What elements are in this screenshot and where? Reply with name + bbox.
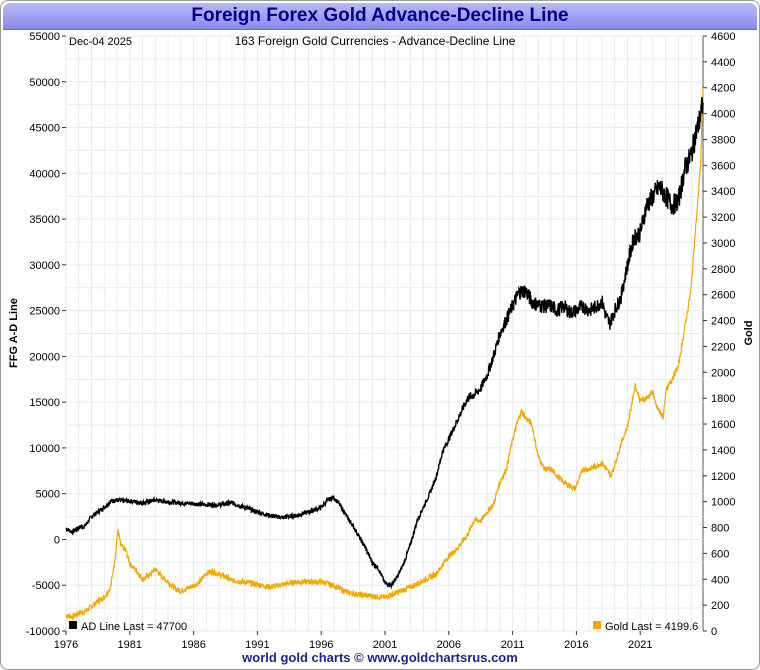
x-tick-label: 1991 bbox=[245, 639, 269, 651]
right-tick-label: 4000 bbox=[711, 109, 735, 121]
left-tick-label: 20000 bbox=[29, 351, 60, 363]
left-axis-label: FFG A-D Line bbox=[8, 298, 20, 368]
footer-credit: world gold charts © www.goldchartsrus.co… bbox=[242, 650, 518, 665]
left-tick-label: 50000 bbox=[29, 77, 60, 89]
right-tick-label: 3200 bbox=[711, 212, 735, 224]
x-tick-label: 2011 bbox=[501, 639, 525, 651]
left-tick-label: 35000 bbox=[29, 214, 60, 226]
x-tick-label: 2021 bbox=[628, 639, 652, 651]
chart-title: Foreign Forex Gold Advance-Decline Line bbox=[191, 5, 569, 26]
left-tick-label: 15000 bbox=[29, 397, 60, 409]
left-tick-label: -10000 bbox=[26, 626, 60, 638]
ad-line-legend-swatch bbox=[69, 621, 77, 629]
ad-line-series-line bbox=[65, 96, 704, 590]
date-label: Dec-04 2025 bbox=[69, 36, 132, 48]
right-tick-label: 4600 bbox=[711, 31, 735, 43]
right-tick-label: 4400 bbox=[711, 57, 735, 69]
left-tick-label: 25000 bbox=[29, 306, 60, 318]
x-tick-label: 2001 bbox=[373, 639, 397, 651]
right-tick-label: 600 bbox=[711, 548, 729, 560]
left-tick-label: 0 bbox=[54, 534, 60, 546]
ad-line-legend: AD Line Last = 47700 bbox=[81, 621, 187, 633]
left-tick-label: 55000 bbox=[29, 31, 60, 43]
right-tick-label: 3800 bbox=[711, 134, 735, 146]
x-tick-label: 1976 bbox=[54, 639, 78, 651]
left-tick-label: 30000 bbox=[29, 260, 60, 272]
right-tick-label: 2600 bbox=[711, 290, 735, 302]
right-tick-label: 4200 bbox=[711, 83, 735, 95]
right-tick-label: 1600 bbox=[711, 419, 735, 431]
left-tick-label: 45000 bbox=[29, 123, 60, 135]
gold-legend-swatch bbox=[593, 621, 601, 629]
x-tick-label: 1986 bbox=[181, 639, 205, 651]
left-tick-label: 10000 bbox=[29, 443, 60, 455]
right-tick-label: 1400 bbox=[711, 445, 735, 457]
right-tick-label: 400 bbox=[711, 574, 729, 586]
right-axis-label: Gold bbox=[743, 320, 755, 345]
x-tick-label: 1996 bbox=[309, 639, 333, 651]
right-tick-label: 1200 bbox=[711, 471, 735, 483]
right-tick-label: 2400 bbox=[711, 316, 735, 328]
left-tick-label: -5000 bbox=[32, 580, 60, 592]
left-tick-label: 40000 bbox=[29, 168, 60, 180]
gold-legend: Gold Last = 4199.6 bbox=[605, 621, 698, 633]
right-tick-label: 3000 bbox=[711, 238, 735, 250]
right-axis: 0 200 400 600 800 1000 1200 1400 1600 1800 2000 220… bbox=[703, 31, 735, 638]
left-tick-label: 5000 bbox=[36, 489, 60, 501]
right-tick-label: 3400 bbox=[711, 186, 735, 198]
right-tick-label: 200 bbox=[711, 600, 729, 612]
right-tick-label: 0 bbox=[711, 626, 717, 638]
x-tick-label: 2006 bbox=[437, 639, 461, 651]
grid-lines bbox=[65, 35, 703, 632]
right-tick-label: 3600 bbox=[711, 160, 735, 172]
right-tick-label: 800 bbox=[711, 523, 729, 535]
gold-series-line bbox=[65, 87, 704, 622]
right-tick-label: 2000 bbox=[711, 367, 735, 379]
right-tick-label: 1800 bbox=[711, 393, 735, 405]
chart-subtitle: 163 Foreign Gold Currencies - Advance-De… bbox=[235, 34, 516, 48]
x-tick-label: 1981 bbox=[118, 639, 142, 651]
left-axis: -10000 -5000 0 5000 10000 15000 20000 25000 3000… bbox=[26, 31, 66, 638]
x-axis: 1976 1981 1986 1991 1996 2001 2006 2011 2016 2021 bbox=[54, 631, 652, 651]
right-tick-label: 2200 bbox=[711, 341, 735, 353]
right-tick-label: 2800 bbox=[711, 264, 735, 276]
right-tick-label: 1000 bbox=[711, 497, 735, 509]
title-bar: Foreign Forex Gold Advance-Decline Line bbox=[3, 3, 757, 30]
x-tick-label: 2016 bbox=[564, 639, 588, 651]
